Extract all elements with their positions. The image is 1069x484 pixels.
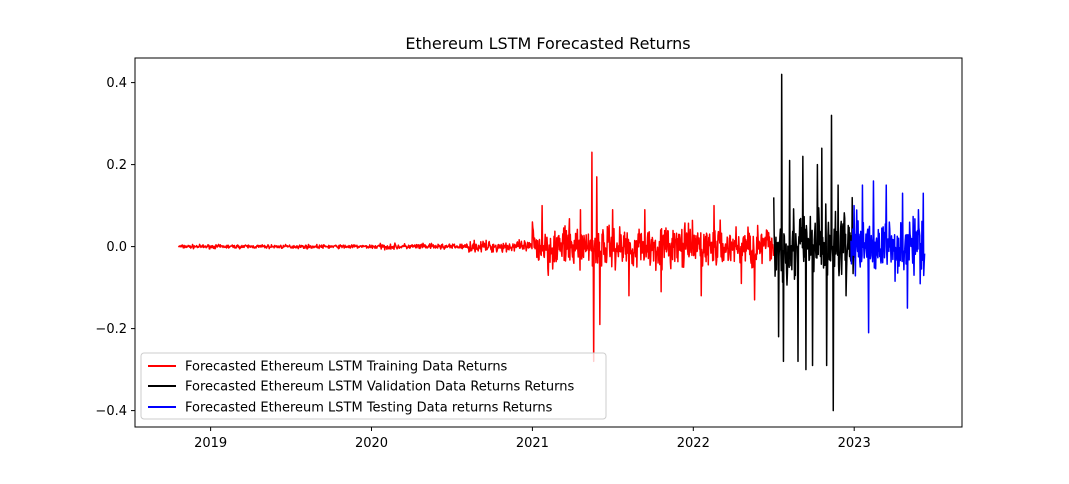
x-tick-label: 2022: [677, 436, 710, 451]
x-axis: 2019 2020 2021 2022 2023: [194, 427, 871, 451]
legend-label-2: Forecasted Ethereum LSTM Validation Data…: [185, 380, 574, 395]
series-line-1: [177, 151, 775, 363]
y-axis: −0.4 −0.2 0.0 0.2 0.4: [95, 76, 135, 419]
x-tick-label: 2019: [194, 436, 227, 451]
y-tick-label: 0.0: [106, 240, 127, 255]
x-tick-label: 2020: [355, 436, 388, 451]
legend-label-3: Forecasted Ethereum LSTM Testing Data re…: [185, 401, 553, 416]
series-line-2: [773, 73, 855, 412]
legend-label-1: Forecasted Ethereum LSTM Training Data R…: [185, 360, 508, 375]
y-tick-label: 0.2: [106, 158, 127, 173]
plot-area-frame: [134, 57, 963, 428]
y-tick-label: −0.2: [95, 322, 127, 337]
series-line-3: [850, 180, 926, 334]
chart-title: Ethereum LSTM Forecasted Returns: [405, 34, 690, 53]
x-tick-label: 2021: [516, 436, 549, 451]
y-tick-label: −0.4: [95, 404, 127, 419]
y-tick-label: 0.4: [106, 76, 127, 91]
legend-box: [140, 352, 607, 420]
legend: Forecasted Ethereum LSTM Training Data R…: [140, 352, 607, 420]
x-tick-label: 2023: [838, 436, 871, 451]
series-layer: [177, 73, 926, 412]
